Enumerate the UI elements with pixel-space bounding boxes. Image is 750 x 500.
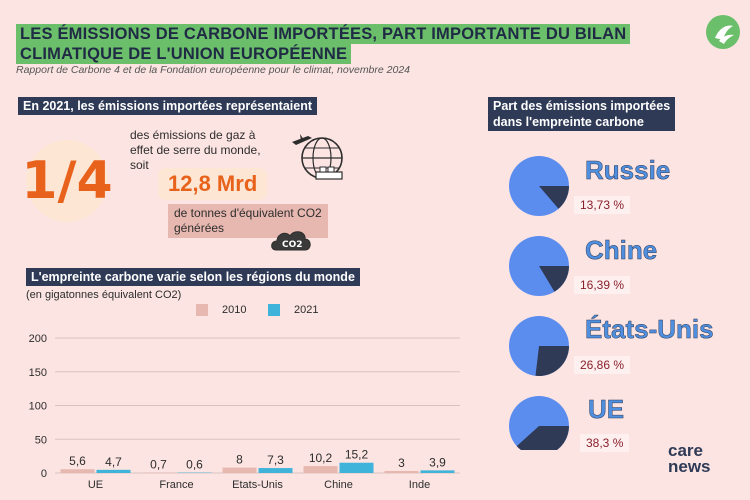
x-tick-Chine: Chine [324, 479, 353, 491]
legend-swatch-2021 [268, 304, 280, 316]
pie-pct-russie: 13,73 % [574, 196, 631, 214]
carenews-logo: care news [668, 441, 711, 476]
x-tick-Inde: Inde [409, 479, 430, 491]
y-tick-100: 100 [29, 401, 47, 413]
legend-2010: 2010 [196, 304, 246, 316]
carenews-logo-line-2: news [668, 457, 711, 476]
emissions-description: des émissions de gaz à effet de serre du… [130, 128, 261, 172]
emissions-heading: En 2021, les émissions importées représe… [18, 97, 318, 115]
pie-pct-chine: 16,39 % [574, 276, 631, 294]
globe-trade-icon [292, 134, 343, 180]
pie-heading-line-1: Part des émissions importées [493, 99, 671, 113]
pie-heading: Part des émissions importées dans l'empr… [488, 97, 676, 131]
pie-share-chine [539, 266, 569, 292]
subtitle: Rapport de Carbone 4 et de la Fondation … [16, 64, 411, 76]
legend-label-2021: 2021 [294, 304, 319, 316]
pie-pct-etats-unis: 26,86 % [574, 356, 631, 374]
legend-label-2010: 2010 [222, 304, 247, 316]
fraction-circle [26, 140, 108, 222]
co2-cloud-icon: CO2 [271, 231, 311, 251]
y-tick-50: 50 [35, 434, 47, 446]
pie-label-etats-unis: États-Unis [585, 314, 714, 345]
legend-swatch-2010 [196, 304, 208, 316]
bar-Inde-2010 [384, 470, 419, 473]
y-tick-150: 150 [29, 367, 47, 379]
pie-label-ue: UE [588, 394, 625, 425]
bar-Inde-2021 [420, 470, 455, 473]
bar-label-Inde-2021: 3,9 [429, 455, 446, 469]
y-tick-200: 200 [29, 333, 47, 345]
chart-unit: (en gigatonnes équivalent CO2) [26, 289, 182, 301]
fraction-value: 1/4 [21, 151, 113, 211]
bar-label-France-2010: 0,7 [150, 458, 167, 472]
bar-Etats-Unis-2010 [222, 467, 257, 473]
co2-cloud-label: CO2 [282, 240, 303, 250]
pie-heading-line-2: dans l'empreinte carbone [493, 115, 644, 129]
bar-label-Etats-Unis-2010: 8 [236, 453, 243, 467]
bar-Chine-2010 [303, 466, 338, 473]
legend-2021: 2021 [268, 304, 318, 316]
pie-pct-ue: 38,3 % [580, 434, 630, 452]
pie-label-chine: Chine [585, 235, 658, 266]
pie-share--tats-unis [535, 346, 569, 376]
bar-label-UE-2021: 4,7 [105, 455, 122, 469]
x-tick-France: France [159, 479, 193, 491]
title-line-2: climatique de l'Union européenne [16, 44, 352, 64]
carenews-leaf-icon [706, 15, 740, 49]
carenews-logo-line-1: care [668, 441, 703, 460]
pie-label-russie: Russie [585, 155, 671, 186]
x-tick-Etats-Unis: Etats-Unis [232, 479, 283, 491]
bar-label-UE-2010: 5,6 [69, 454, 86, 468]
bar-Etats-Unis-2021 [258, 468, 293, 473]
bar-label-Chine-2021: 15,2 [345, 448, 369, 462]
y-tick-0: 0 [41, 468, 47, 480]
bar-UE-2021 [96, 469, 131, 473]
chart-heading: L'empreinte carbone varie selon les régi… [26, 268, 360, 286]
x-tick-UE: UE [88, 479, 103, 491]
title-line-1: Les émissions de carbone importées, part… [16, 24, 631, 44]
bar-label-Inde-2010: 3 [398, 456, 405, 470]
bar-label-France-2021: 0,6 [186, 458, 203, 472]
bar-Chine-2021 [339, 462, 374, 473]
emissions-unit-description: de tonnes d'équivalent CO2 générées [168, 204, 328, 238]
pie-charts [509, 156, 569, 450]
bar-label-Etats-Unis-2021: 7,3 [267, 453, 284, 467]
pie-share-russie [539, 186, 569, 209]
bar-label-Chine-2010: 10,2 [309, 451, 333, 465]
bar-UE-2010 [60, 469, 95, 473]
bar-chart: 0 50 100 150 200 5,6 4,7UE 0,7 0,6 France 8 7,3 Etat… [29, 333, 460, 491]
imported-emissions-number: 12,8 Mrd [158, 168, 268, 200]
title-block: Les émissions de carbone importées, part… [16, 24, 656, 64]
pie-share-ue [516, 426, 569, 450]
